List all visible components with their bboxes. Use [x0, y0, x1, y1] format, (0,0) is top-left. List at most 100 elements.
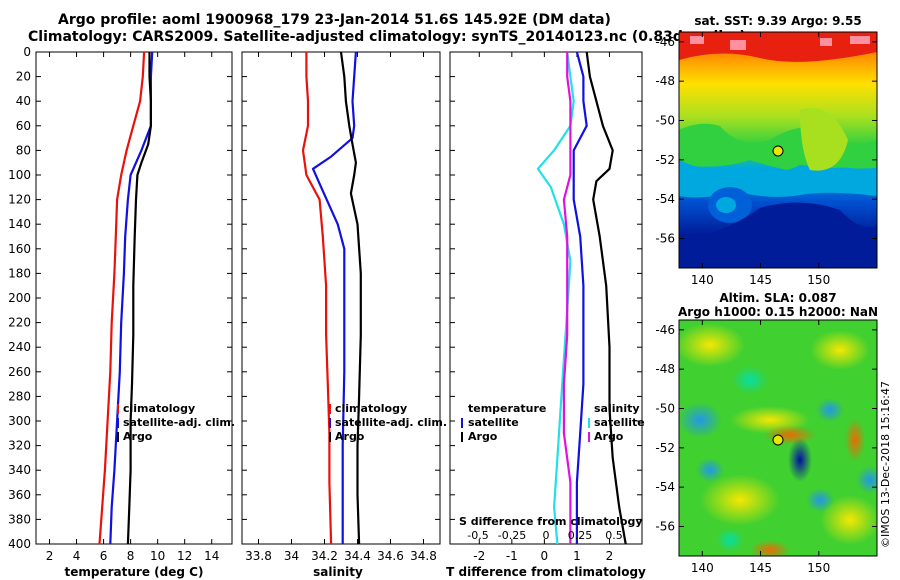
s-diff-tick: 0.25: [568, 529, 593, 542]
map-y-tick-label: -54: [655, 192, 675, 206]
sla-map-panel: Altim. SLA: 0.087 Argo h1000: 0.15 h2000…: [655, 291, 878, 575]
legend-label-climatology: climatology: [123, 402, 195, 415]
map-y-tick-label: -48: [655, 362, 675, 376]
temperature-panel: 0 20 40 60 80 100 120 140 160 180 200 220 240 260 280 3…: [8, 45, 235, 579]
s-diff-tick: -0.25: [498, 529, 526, 542]
sla-map-axes: 140 145 150 -46 -48 -50 -52 -54 -56: [655, 320, 877, 575]
sst-map-axes: 140 145 150 -46 -48 -50 -52 -54 -56: [655, 32, 877, 287]
depth-tick-label: 280: [8, 389, 31, 403]
depth-tick-label: 120: [8, 193, 31, 207]
difference-plot-frame: [449, 51, 643, 545]
x-tick-label: 12: [177, 549, 192, 563]
difference-xlabel: T difference from climatology: [446, 565, 646, 579]
series-line-satellite-adj-clim-: [311, 51, 357, 544]
x-tick-label: 2: [46, 549, 54, 563]
legend-label-argo: Argo: [335, 430, 365, 443]
x-tick-label: -1: [506, 549, 518, 563]
sla-map-frame: [678, 319, 878, 557]
depth-tick-label: 220: [8, 316, 31, 330]
s-diff-tick: 0.5: [605, 529, 623, 542]
imos-watermark: ©IMOS 13-Dec-2018 15:16:47: [879, 381, 892, 548]
depth-tick-label: 20: [16, 70, 31, 84]
x-tick-label: 34.6: [377, 549, 404, 563]
legend-label-sal-satellite: satellite: [594, 416, 645, 429]
x-tick-label: 34: [284, 549, 299, 563]
depth-tick-label: 340: [8, 463, 31, 477]
salinity-xlabel: salinity: [313, 565, 363, 579]
difference-series: [536, 51, 627, 545]
map-y-tick-label: -56: [655, 520, 675, 534]
sla-map-image: [679, 320, 877, 556]
figure-title-line1: Argo profile: aoml 1900968_179 23-Jan-20…: [58, 12, 611, 28]
series-line-salinity-argo: [562, 52, 572, 544]
legend-header-temperature: temperature: [468, 402, 546, 415]
depth-tick-label: 200: [8, 291, 31, 305]
depth-axis: 0 20 40 60 80 100 120 140 160 180 200 220 240 260 280 3…: [8, 45, 31, 551]
map-x-tick-label: 150: [807, 273, 830, 287]
series-line-temperature-argo: [585, 51, 627, 545]
map-y-tick-label: -54: [655, 480, 675, 494]
s-diff-tick: 0: [543, 529, 550, 542]
depth-tick-label: 380: [8, 512, 31, 526]
salinity-panel: 33.8 34 34.2 34.4 34.6 34.8 salinity climatol…: [241, 51, 447, 579]
legend-label-satellite: satellite-adj. clim.: [123, 416, 235, 429]
map-y-tick-label: -50: [655, 402, 675, 416]
sla-map-title: Altim. SLA: 0.087: [719, 291, 836, 305]
x-tick-label: 0: [541, 549, 549, 563]
figure-title-line2: Climatology: CARS2009. Satellite-adjuste…: [28, 29, 746, 45]
sla-map-subtitle: Argo h1000: 0.15 h2000: NaN: [678, 305, 878, 319]
temperature-x-axis: 2 4 6 8 10 12 14: [36, 51, 232, 563]
x-tick-label: 33.8: [245, 549, 272, 563]
depth-tick-label: 320: [8, 439, 31, 453]
depth-tick-label: 100: [8, 168, 31, 182]
series-line-climatology: [98, 51, 146, 545]
legend-label-climatology: climatology: [335, 402, 407, 415]
salinity-plot-frame: [241, 51, 441, 545]
series-line-argo: [339, 51, 362, 545]
map-y-tick-label: -52: [655, 153, 675, 167]
x-tick-label: 34.4: [344, 549, 371, 563]
legend-label-argo: Argo: [123, 430, 153, 443]
series-line-salinity-satellite: [572, 51, 588, 544]
depth-tick-label: 240: [8, 340, 31, 354]
legend-label-sal-argo: Argo: [594, 430, 624, 443]
x-tick-label: 34.2: [311, 549, 338, 563]
x-tick-label: 14: [204, 549, 219, 563]
map-x-tick-label: 145: [749, 273, 772, 287]
series-line-argo: [126, 52, 152, 545]
map-x-tick-label: 150: [807, 561, 830, 575]
x-tick-label: 8: [127, 549, 135, 563]
depth-tick-label: 60: [16, 119, 31, 133]
salinity-x-axis: 33.8 34 34.2 34.4 34.6 34.8: [242, 51, 440, 563]
x-tick-label: 2: [606, 549, 614, 563]
legend-label-temp-argo: Argo: [468, 430, 498, 443]
map-x-tick-label: 140: [691, 273, 714, 287]
difference-legend: temperature satellite Argo salinity sate…: [461, 402, 645, 443]
map-y-tick-label: -56: [655, 232, 675, 246]
argo-float-marker: [772, 434, 784, 446]
argo-float-marker: [772, 145, 784, 157]
legend-header-salinity: salinity: [594, 402, 640, 415]
temperature-xlabel: temperature (deg C): [65, 565, 204, 579]
temperature-series: [98, 51, 154, 545]
s-difference-ticklabels: -0.5 -0.25 0 0.25 0.5: [467, 529, 622, 542]
x-tick-label: 1: [573, 549, 581, 563]
x-tick-label: 4: [73, 549, 81, 563]
temperature-legend: climatology satellite-adj. clim. Argo: [117, 402, 235, 443]
difference-panel: -2 -1 0 1 2 S difference from climatology -0…: [446, 51, 646, 579]
x-tick-label: 6: [100, 549, 108, 563]
map-y-tick-label: -52: [655, 441, 675, 455]
depth-tick-label: 360: [8, 488, 31, 502]
x-tick-label: -2: [473, 549, 485, 563]
difference-x-axis: -2 -1 0 1 2: [450, 51, 642, 563]
s-difference-label: S difference from climatology: [459, 515, 643, 528]
depth-tick-label: 180: [8, 266, 31, 280]
map-x-tick-label: 145: [749, 561, 772, 575]
map-x-tick-label: 140: [691, 561, 714, 575]
depth-tick-label: 0: [23, 45, 31, 59]
map-y-tick-label: -50: [655, 114, 675, 128]
depth-tick-label: 300: [8, 414, 31, 428]
depth-tick-label: 80: [16, 143, 31, 157]
sst-map-panel: sat. SST: 9.39 Argo: 9.55 140 145 150 -46 -4…: [655, 14, 878, 287]
